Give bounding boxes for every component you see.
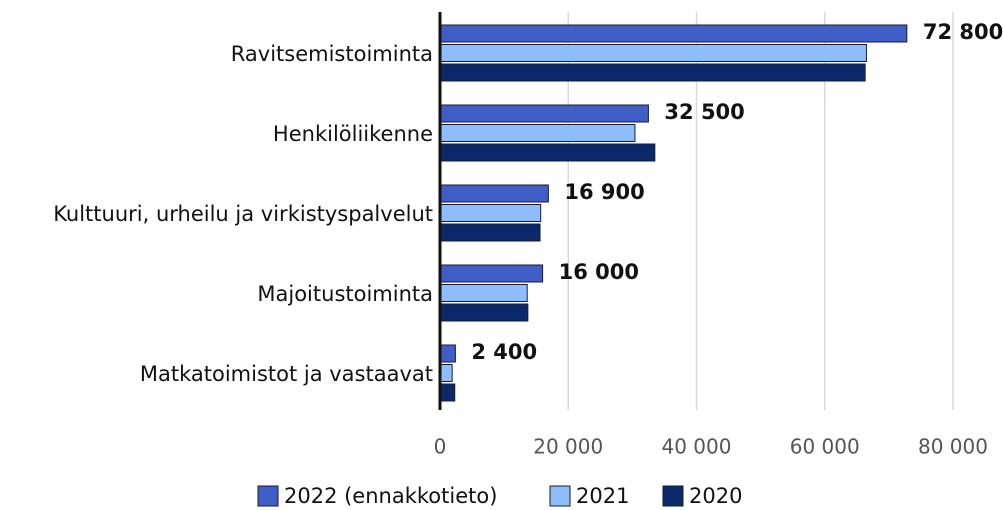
x-tick-label: 20 000 (533, 435, 603, 459)
bar (439, 344, 456, 363)
legend-label: 2021 (576, 484, 629, 508)
bar (439, 24, 908, 43)
data-label: 72 800 (923, 20, 1003, 44)
bar (439, 223, 541, 242)
bar (439, 303, 529, 322)
bar (439, 184, 549, 203)
category-label: Matkatoimistot ja vastaavat (140, 362, 433, 386)
data-label: 16 900 (564, 180, 644, 204)
legend-swatch (257, 485, 279, 507)
bar (439, 364, 453, 382)
category-label: Ravitsemistoiminta (231, 42, 433, 66)
bar (439, 284, 528, 302)
bar (439, 63, 866, 82)
bar (439, 44, 867, 62)
legend-swatch (549, 485, 571, 507)
category-label: Majoitustoiminta (257, 282, 433, 306)
data-label: 32 500 (664, 100, 744, 124)
data-label: 2 400 (471, 340, 537, 364)
bar (439, 204, 542, 222)
legend-swatch (662, 485, 684, 507)
data-label: 16 000 (559, 260, 639, 284)
bar (439, 383, 456, 402)
category-label: Kulttuuri, urheilu ja virkistyspalvelut (53, 202, 433, 226)
x-tick-label: 60 000 (790, 435, 860, 459)
bar (439, 104, 649, 123)
category-label: Henkilöliikenne (273, 122, 433, 146)
x-tick-label: 40 000 (662, 435, 732, 459)
x-tick-label: 80 000 (918, 435, 988, 459)
legend-label: 2020 (689, 484, 742, 508)
bar (439, 143, 656, 162)
x-tick-label: 0 (434, 435, 447, 459)
bar (439, 264, 544, 283)
legend-label: 2022 (ennakkotieto) (284, 484, 497, 508)
bar (439, 124, 636, 142)
